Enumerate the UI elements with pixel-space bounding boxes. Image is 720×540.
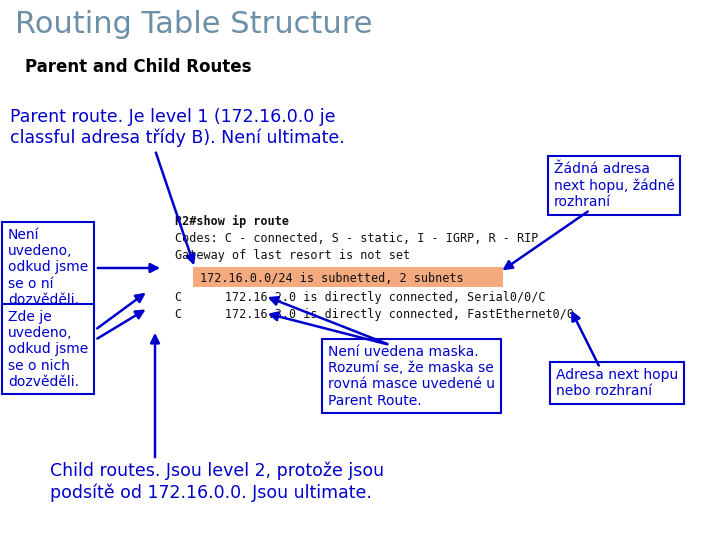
Text: R2#show ip route: R2#show ip route	[175, 215, 289, 228]
Text: Routing Table Structure: Routing Table Structure	[15, 10, 372, 39]
Text: Codes: C - connected, S - static, I - IGRP, R - RIP: Codes: C - connected, S - static, I - IG…	[175, 232, 539, 245]
Text: C      172.16.3.0 is directly connected, FastEthernet0/0: C 172.16.3.0 is directly connected, Fast…	[175, 308, 574, 321]
Text: Žádná adresa
next hopu, žádné
rozhraní: Žádná adresa next hopu, žádné rozhraní	[554, 162, 675, 209]
Text: Není
uvedeno,
odkud jsme
se o ní
dozvěděli.: Není uvedeno, odkud jsme se o ní dozvědě…	[8, 228, 89, 307]
Text: Gateway of last resort is not set: Gateway of last resort is not set	[175, 249, 410, 262]
Text: Parent route. Je level 1 (172.16.0.0 je
classful adresa třídy B). Není ultimate.: Parent route. Je level 1 (172.16.0.0 je …	[10, 108, 345, 147]
Text: 172.16.0.0/24 is subnetted, 2 subnets: 172.16.0.0/24 is subnetted, 2 subnets	[200, 272, 464, 285]
Text: Parent and Child Routes: Parent and Child Routes	[25, 58, 251, 76]
FancyBboxPatch shape	[193, 267, 503, 287]
Text: Není uvedena maska.
Rozumí se, že maska se
rovná masce uvedené u
Parent Route.: Není uvedena maska. Rozumí se, že maska …	[328, 345, 495, 408]
Text: Child routes. Jsou level 2, protože jsou
podsítě od 172.16.0.0. Jsou ultimate.: Child routes. Jsou level 2, protože jsou…	[50, 462, 384, 502]
Text: Zde je
uvedeno,
odkud jsme
se o nich
dozvěděli.: Zde je uvedeno, odkud jsme se o nich doz…	[8, 310, 89, 389]
Text: C      172.16.2.0 is directly connected, Serial0/0/C: C 172.16.2.0 is directly connected, Seri…	[175, 291, 546, 304]
Text: Adresa next hopu
nebo rozhraní: Adresa next hopu nebo rozhraní	[556, 368, 678, 398]
